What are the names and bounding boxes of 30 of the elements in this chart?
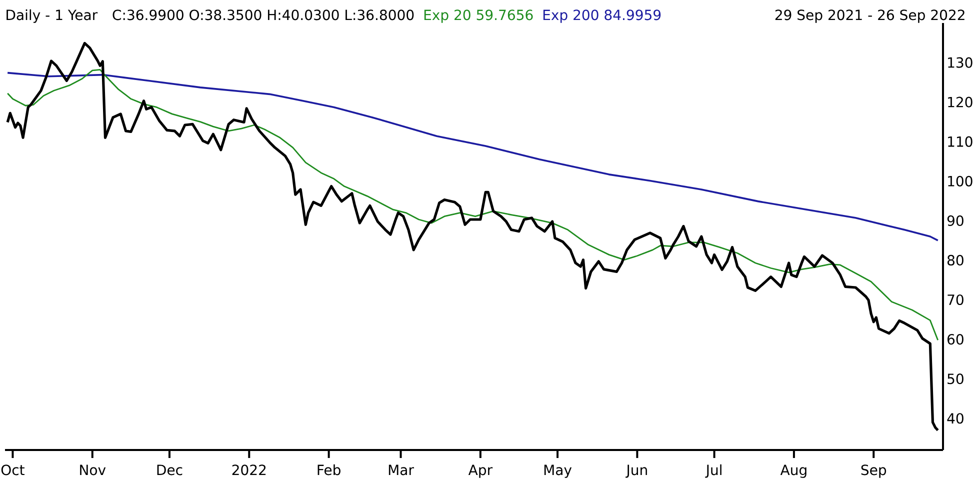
x-tick-label: Sep (861, 464, 886, 478)
y-tick-label: 80 (948, 254, 964, 266)
y-tick-label: 90 (947, 215, 964, 226)
x-tick-label: Jul (705, 464, 722, 478)
text: Exp 200 84.9959 (543, 10, 661, 23)
x-tick-label: Aug (780, 464, 806, 478)
x-tick-label: Mar (388, 464, 414, 476)
y-tick-label: 50 (948, 374, 964, 384)
x-tick-label: Dec (157, 464, 182, 476)
y-tick-label: 110 (948, 136, 972, 147)
y-tick-label: 100 (948, 176, 972, 186)
y-tick-label: 70 (948, 294, 964, 306)
text: 29 Sep 2021 - 26 Sep 2022 (775, 10, 964, 23)
y-tick-label: 130 (948, 57, 972, 68)
x-tick-label: Apr (468, 464, 493, 478)
x-tick-label: Feb (318, 464, 340, 476)
chart-title: Daily - 1 Year (6, 9, 98, 23)
x-tick-label: Oct (1, 464, 24, 476)
x-tick-label: May (544, 464, 572, 478)
x-tick-label: Nov (80, 464, 106, 476)
chart-subtitle: C:36.9900 O:38.3500 H:40.0300 L:36.8000 (112, 10, 414, 20)
line-series (6, 42, 940, 432)
y-tick-label: 60 (948, 334, 964, 345)
y-tick-label: 120 (948, 96, 972, 108)
line-series (6, 68, 939, 341)
x-tick-label: 2022 (232, 464, 266, 476)
line-series (6, 72, 939, 242)
x-tick-label: Jun (626, 464, 647, 478)
text: Exp 20 59.7656 (424, 10, 533, 23)
y-tick-label: 40 (947, 413, 964, 424)
